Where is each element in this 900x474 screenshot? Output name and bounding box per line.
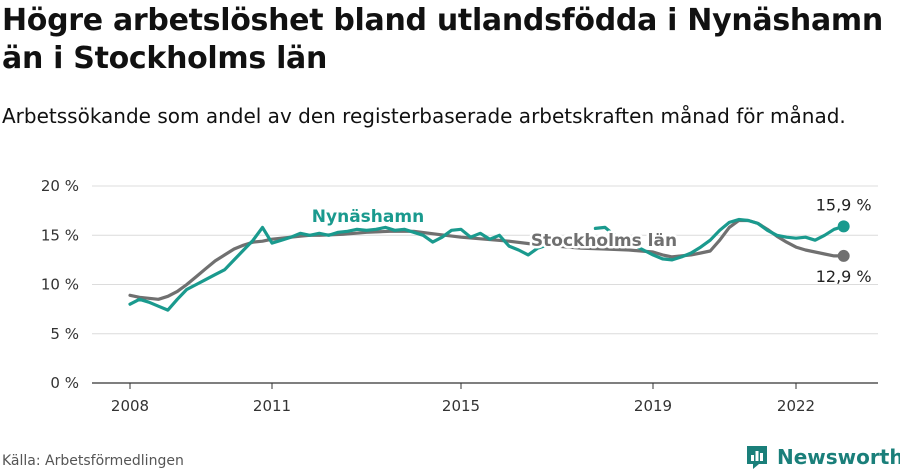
series-line-stockholms-lan (128, 218, 846, 301)
y-axis-ticks: 0 % 5 % 10 % 15 % 20 % (41, 177, 79, 392)
series-lines (128, 217, 850, 312)
series-label-stockholms-lan: Stockholms län (531, 231, 677, 251)
chart-subtitle: Arbetssökande som andel av den registerb… (2, 104, 846, 128)
y-tick-label: 5 % (50, 325, 79, 343)
brand-name: Newsworthy (777, 445, 900, 469)
series-end-marker (837, 249, 850, 262)
y-tick-label: 15 % (41, 226, 79, 244)
x-tick-label: 2008 (111, 397, 149, 415)
x-tick-label: 2011 (253, 397, 291, 415)
series-end-value-label: 15,9 % (816, 195, 872, 214)
line-chart: 0 %5 %10 %15 %20 % 2008 2011 2015 2019 2022 … (41, 177, 878, 415)
x-tick-label: 2022 (777, 397, 815, 415)
x-tick-label: 2015 (442, 397, 480, 415)
chart-title: Högre arbetslöshet bland utlandsfödda i … (2, 3, 883, 76)
x-axis: 2008 2011 2015 2019 2022 (111, 383, 815, 415)
source-note: Källa: Arbetsförmedlingen (2, 453, 184, 469)
series-labels: 12,9 % 15,9 % Stockholms län Nynäshamn (309, 195, 872, 286)
x-tick-label: 2019 (634, 397, 672, 415)
series-label-nynashamn: Nynäshamn (312, 207, 424, 227)
series-end-value-label: 12,9 % (816, 267, 872, 286)
bar-chart-logo-icon (747, 446, 767, 469)
series-line-nynashamn (128, 217, 846, 312)
grid-lines (92, 185, 878, 384)
y-tick-label: 0 % (50, 374, 79, 392)
y-tick-label: 10 % (41, 276, 79, 294)
brand-logo[interactable]: Newsworthy (745, 443, 900, 471)
y-tick-label: 20 % (41, 177, 79, 195)
series-end-marker (837, 220, 850, 233)
